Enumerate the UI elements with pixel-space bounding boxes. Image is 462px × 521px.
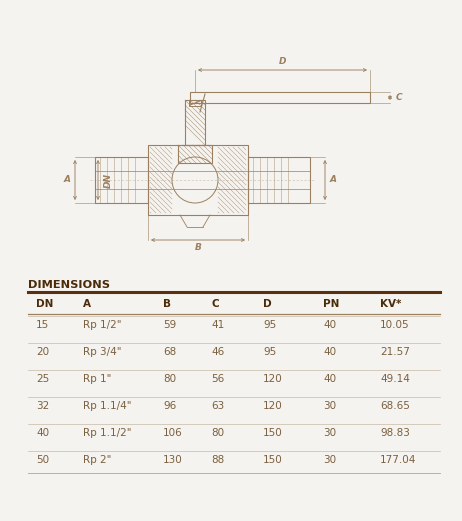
Text: 21.57: 21.57 xyxy=(380,347,410,357)
Text: C: C xyxy=(211,299,219,309)
Text: 30: 30 xyxy=(323,455,336,465)
Text: D: D xyxy=(263,299,272,309)
Text: 88: 88 xyxy=(211,455,224,465)
Text: Rp 1.1/4": Rp 1.1/4" xyxy=(83,401,132,411)
Text: 150: 150 xyxy=(263,428,283,438)
Bar xyxy=(95,157,148,203)
Text: 15: 15 xyxy=(36,320,49,330)
Text: 32: 32 xyxy=(36,401,49,411)
Text: 40: 40 xyxy=(36,428,49,438)
Text: 30: 30 xyxy=(323,401,336,411)
Text: 177.04: 177.04 xyxy=(380,455,416,465)
Text: 95: 95 xyxy=(263,320,276,330)
Text: C: C xyxy=(395,93,402,102)
Text: 10.05: 10.05 xyxy=(380,320,410,330)
Text: A: A xyxy=(63,176,71,184)
Text: Rp 1/2": Rp 1/2" xyxy=(83,320,122,330)
Text: 68: 68 xyxy=(163,347,176,357)
Text: D: D xyxy=(279,57,286,67)
Text: 49.14: 49.14 xyxy=(380,374,410,384)
Text: 106: 106 xyxy=(163,428,183,438)
Bar xyxy=(178,145,212,163)
Text: 41: 41 xyxy=(211,320,224,330)
Text: 120: 120 xyxy=(263,374,283,384)
Text: Rp 3/4": Rp 3/4" xyxy=(83,347,122,357)
Text: 150: 150 xyxy=(263,455,283,465)
Text: 56: 56 xyxy=(211,374,224,384)
Text: 50: 50 xyxy=(36,455,49,465)
Text: Rp 1": Rp 1" xyxy=(83,374,111,384)
Text: 40: 40 xyxy=(323,374,336,384)
Text: 30: 30 xyxy=(323,428,336,438)
Text: 80: 80 xyxy=(163,374,176,384)
Text: DN: DN xyxy=(103,172,113,188)
Bar xyxy=(189,100,201,106)
Text: A: A xyxy=(329,176,336,184)
Text: 98.83: 98.83 xyxy=(380,428,410,438)
Text: 68.65: 68.65 xyxy=(380,401,410,411)
Text: 63: 63 xyxy=(211,401,224,411)
Bar xyxy=(190,92,370,103)
Text: B: B xyxy=(163,299,171,309)
Text: 59: 59 xyxy=(163,320,176,330)
Text: Rp 2": Rp 2" xyxy=(83,455,111,465)
Text: 96: 96 xyxy=(163,401,176,411)
Text: 80: 80 xyxy=(211,428,224,438)
Text: 120: 120 xyxy=(263,401,283,411)
Bar xyxy=(248,157,310,203)
Bar xyxy=(148,145,248,215)
Text: 95: 95 xyxy=(263,347,276,357)
Text: 40: 40 xyxy=(323,347,336,357)
Text: 20: 20 xyxy=(36,347,49,357)
Text: 40: 40 xyxy=(323,320,336,330)
Text: Rp 1.1/2": Rp 1.1/2" xyxy=(83,428,132,438)
Text: KV*: KV* xyxy=(380,299,401,309)
Bar xyxy=(185,100,205,145)
Text: 130: 130 xyxy=(163,455,183,465)
Text: A: A xyxy=(83,299,91,309)
Text: DN: DN xyxy=(36,299,54,309)
Text: B: B xyxy=(195,243,201,253)
Text: DIMENSIONS: DIMENSIONS xyxy=(28,280,110,290)
Text: PN: PN xyxy=(323,299,340,309)
Text: 46: 46 xyxy=(211,347,224,357)
Text: 25: 25 xyxy=(36,374,49,384)
